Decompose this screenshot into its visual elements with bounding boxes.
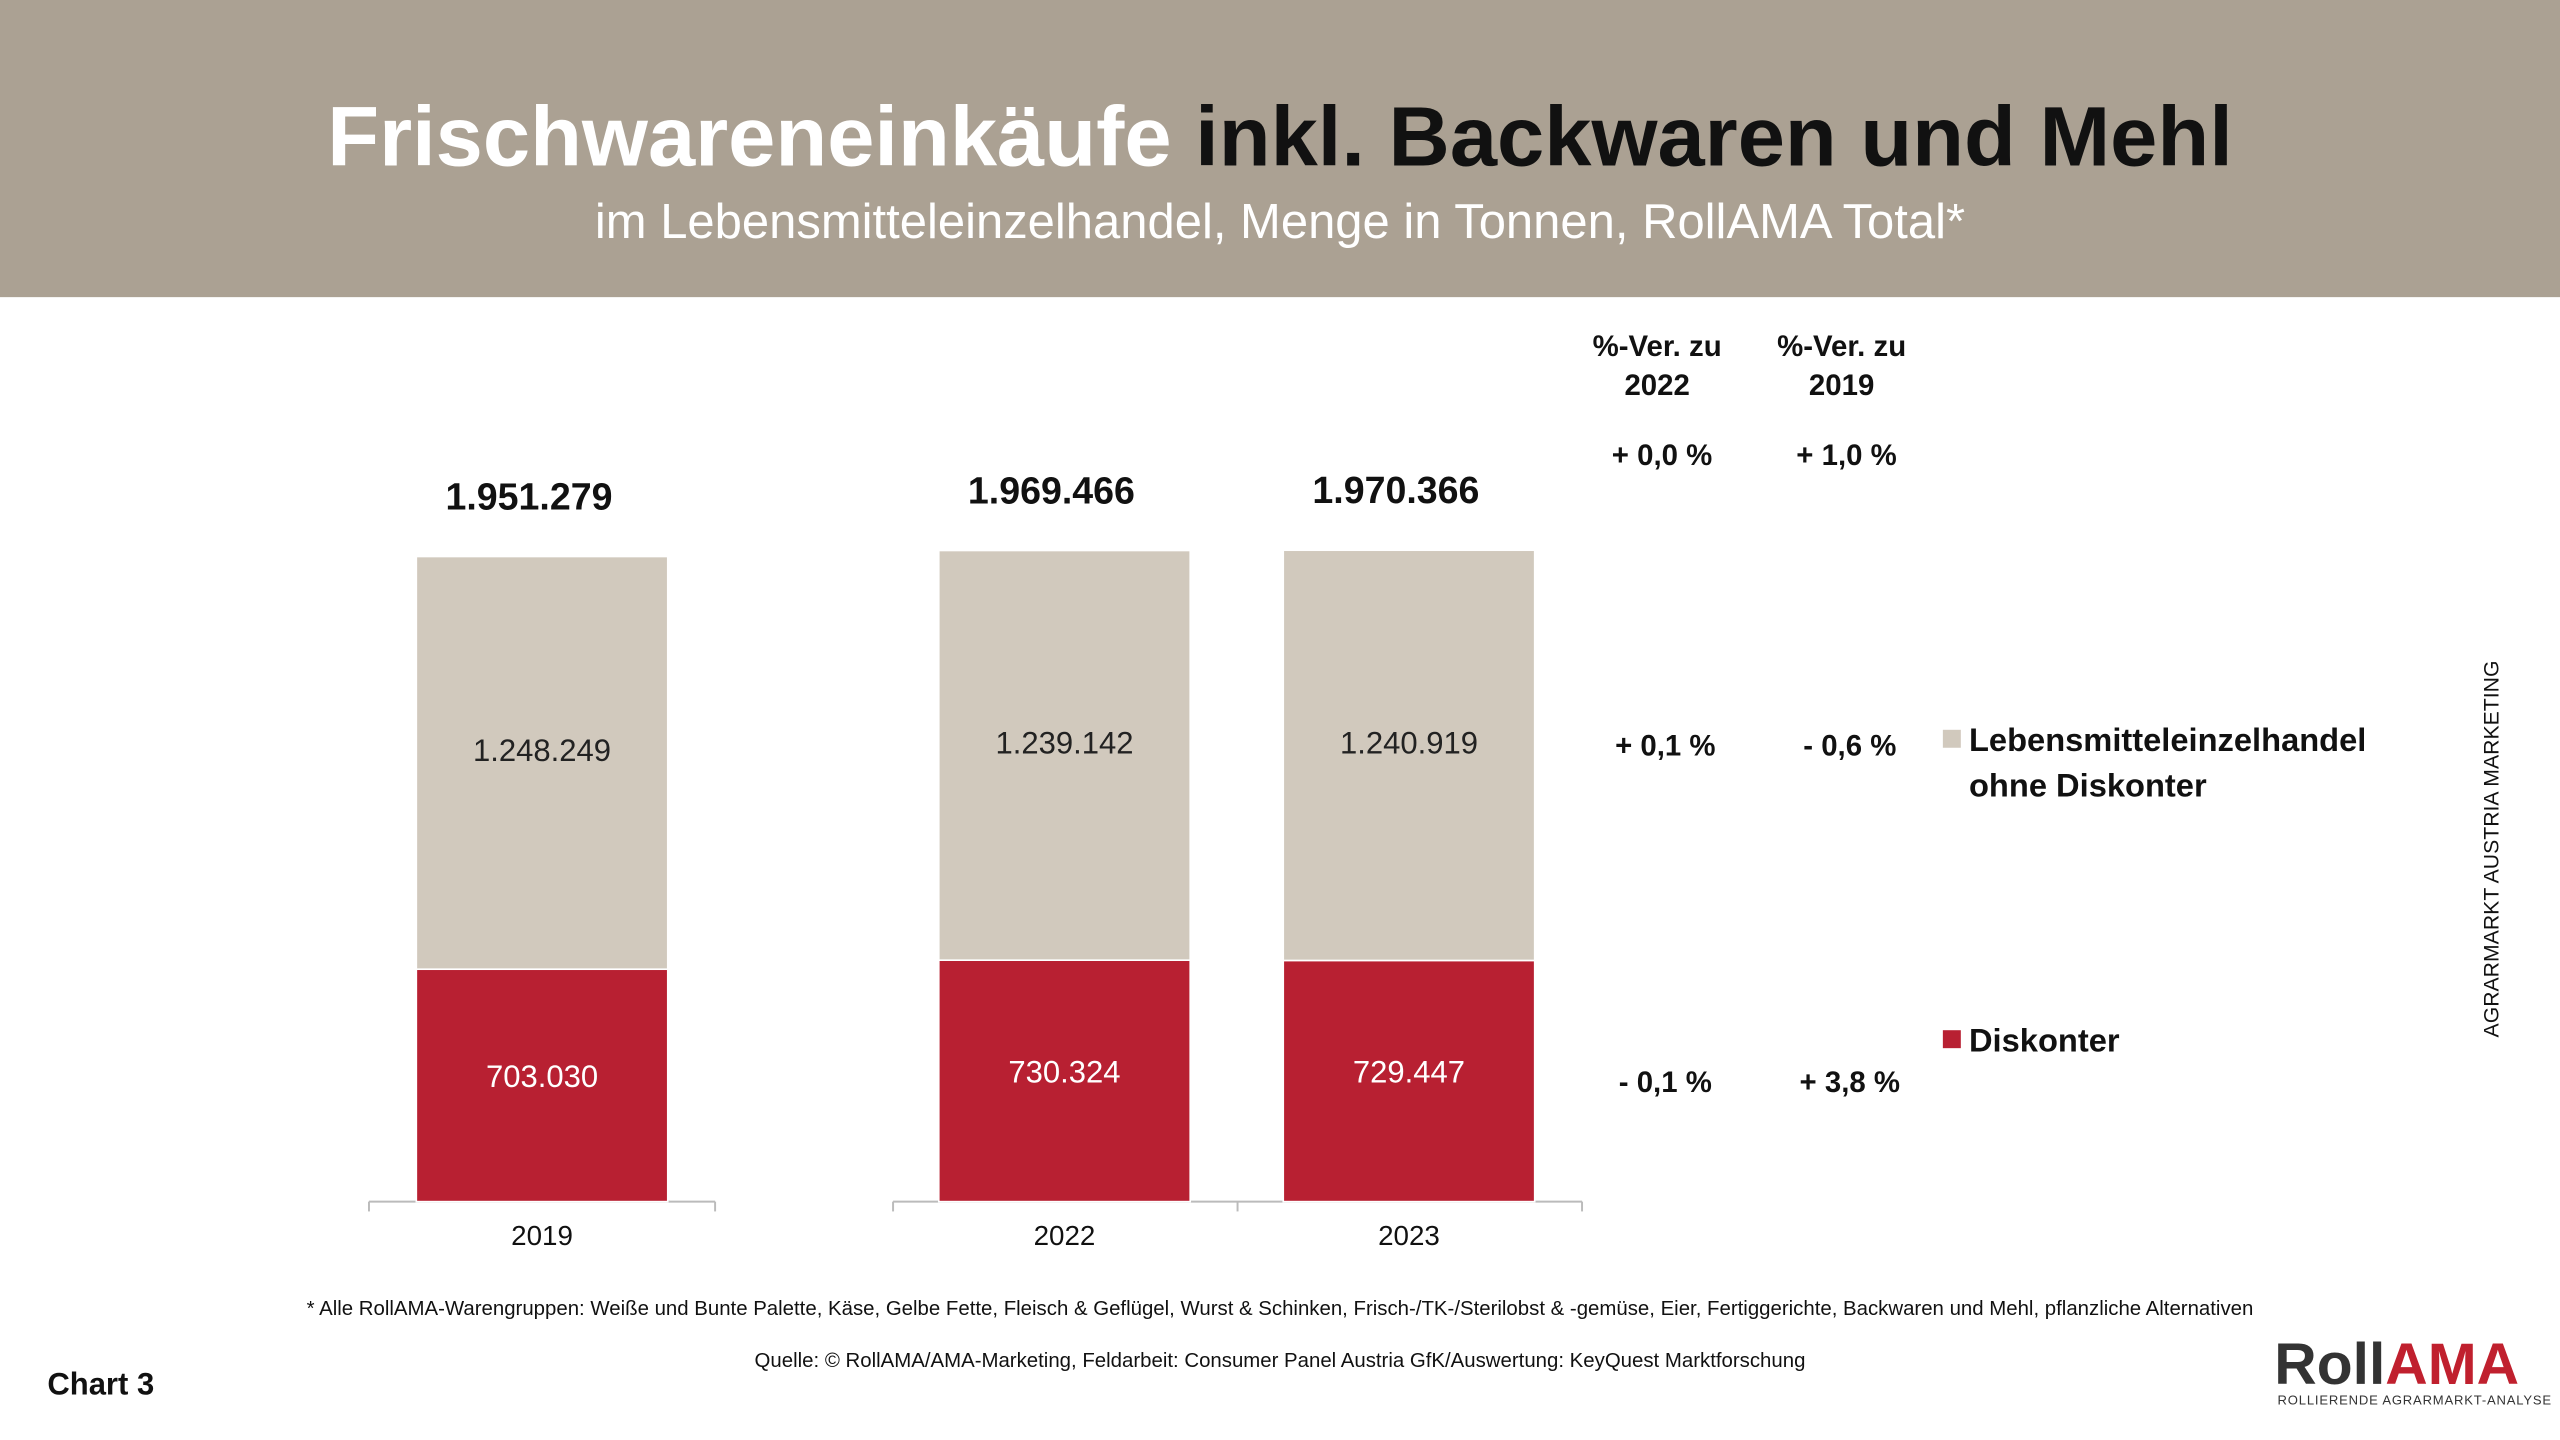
change-value: + 0,0 % xyxy=(1612,439,1712,472)
chart-subtitle: im Lebensmitteleinzelhandel, Menge in To… xyxy=(595,195,1965,249)
change-value: + 0,1 % xyxy=(1615,730,1715,763)
logo-tagline: ROLLIERENDE AGRARMARKT-ANALYSE xyxy=(2278,1392,2552,1407)
logo: RollAMA xyxy=(2274,1332,2519,1397)
table-header-box: %-Ver. zu 2022 xyxy=(1592,329,1722,402)
value-label: 1.240.919 xyxy=(1340,726,1478,761)
change-value: - 0,1 % xyxy=(1619,1066,1712,1099)
x-tick-label: 2019 xyxy=(511,1220,573,1251)
total-label: 1.951.279 xyxy=(445,475,612,517)
table-header: %-Ver. zu 2022 xyxy=(1592,329,1722,402)
total-label: 1.969.466 xyxy=(968,469,1135,511)
x-tick-label: 2023 xyxy=(1378,1220,1440,1251)
bar-segment xyxy=(1282,549,1536,962)
table-header-box: %-Ver. zu 2019 xyxy=(1777,329,1907,402)
change-value: - 0,6 % xyxy=(1803,730,1896,763)
legend-swatch xyxy=(1942,729,1961,748)
header-band xyxy=(0,0,2560,298)
legend-label: Diskonter xyxy=(1968,1023,2120,1060)
title-part: inkl. Backwaren und Mehl xyxy=(1195,89,2233,184)
value-label: 729.447 xyxy=(1353,1055,1465,1090)
bar-segment xyxy=(937,549,1192,961)
chart-title: Frischwareneinkäufe inkl. Backwaren und … xyxy=(327,89,2233,184)
value-label: 1.248.249 xyxy=(473,733,611,768)
change-value: + 3,8 % xyxy=(1800,1066,1900,1099)
bar-segment xyxy=(415,555,669,971)
source: Quelle: © RollAMA/AMA-Marketing, Feldarb… xyxy=(755,1350,1806,1372)
legend-label: Lebensmitteleinzelhandel ohne Diskonter xyxy=(1968,723,2367,805)
value-label: 703.030 xyxy=(486,1059,598,1094)
side-text: AGRARMARKT AUSTRIA MARKETING xyxy=(2481,661,2504,1038)
value-label: 1.239.142 xyxy=(995,726,1133,761)
value-label: 730.324 xyxy=(1008,1055,1120,1090)
bar-segment xyxy=(937,959,1192,1203)
title-part: Frischwareneinkäufe xyxy=(327,89,1171,184)
x-tick-label: 2022 xyxy=(1034,1220,1096,1251)
bar-segment xyxy=(1282,959,1536,1203)
legend-label-box: Diskonter xyxy=(1968,1023,2120,1060)
footnote: * Alle RollAMA-Warengruppen: Weiße und B… xyxy=(307,1298,2254,1320)
total-label: 1.970.366 xyxy=(1312,469,1479,511)
change-value: + 1,0 % xyxy=(1796,439,1896,472)
legend-swatch xyxy=(1942,1030,1961,1049)
table-header: %-Ver. zu 2019 xyxy=(1777,329,1907,402)
logo-part: Roll xyxy=(2274,1332,2385,1397)
logo-part: AMA xyxy=(2385,1332,2519,1397)
legend-label-box: Lebensmitteleinzelhandel ohne Diskonter xyxy=(1968,723,2367,805)
chart-label: Chart 3 xyxy=(47,1366,154,1401)
